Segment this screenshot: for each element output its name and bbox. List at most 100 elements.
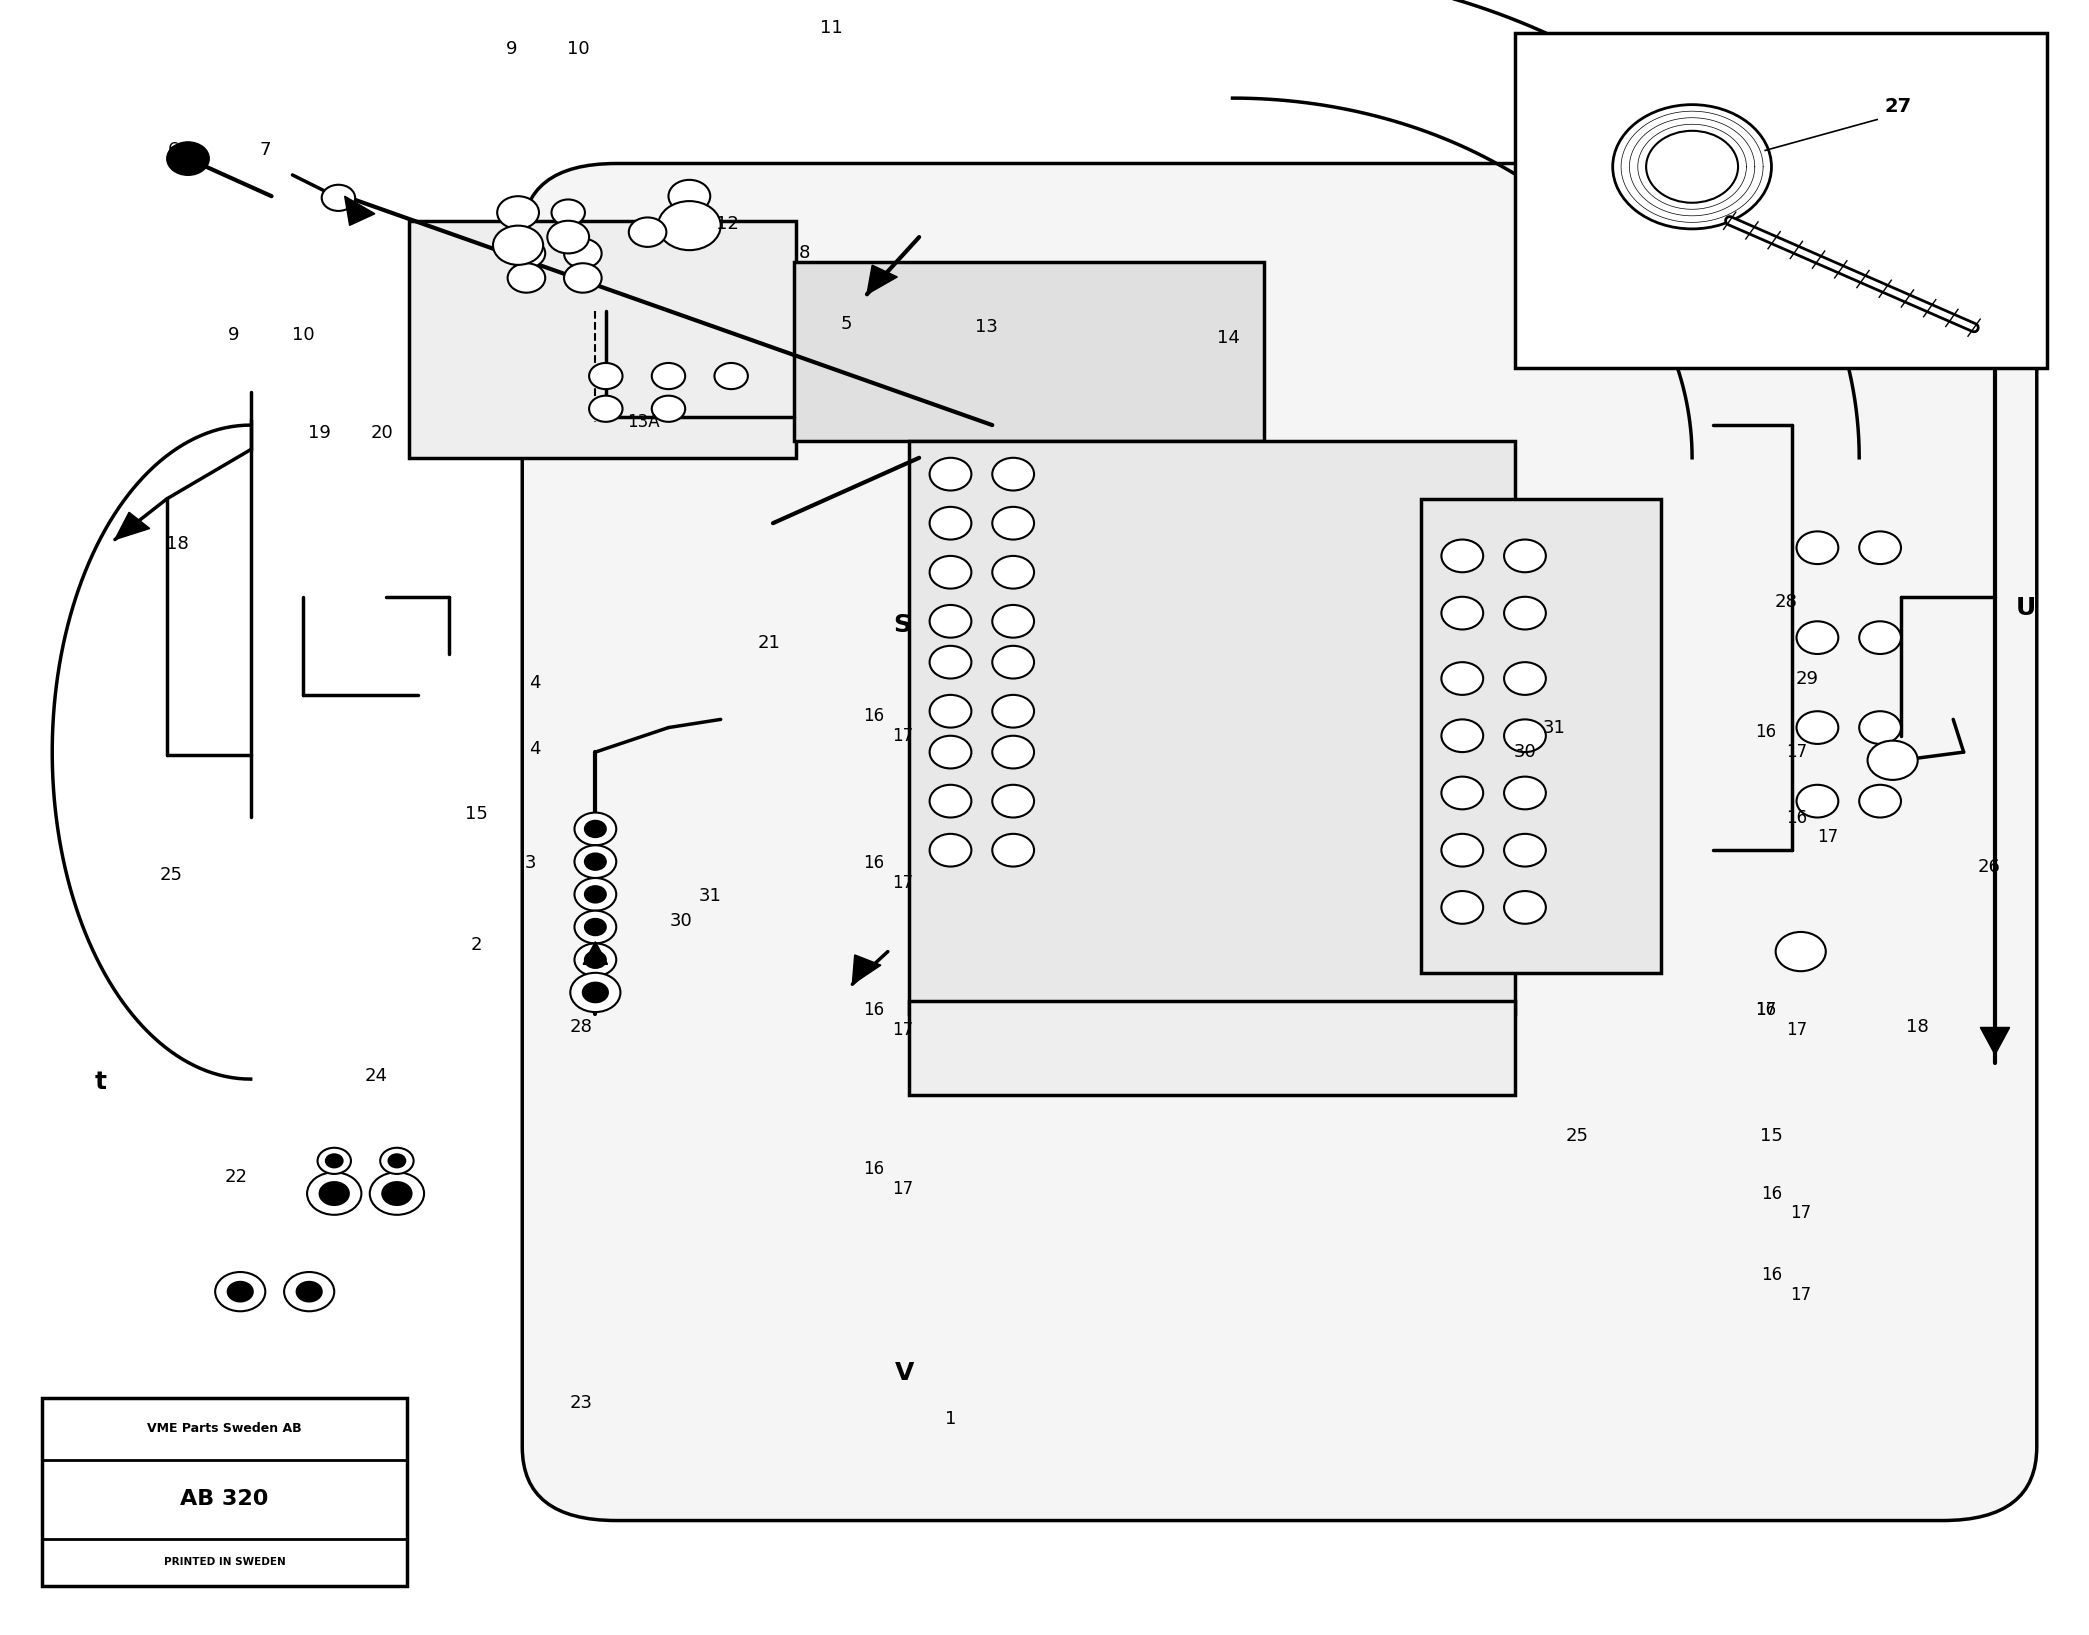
Bar bbox=[42, 1398, 407, 1586]
Text: 17: 17 bbox=[892, 873, 913, 893]
Text: 17: 17 bbox=[1755, 1001, 1776, 1020]
Text: 16: 16 bbox=[1761, 1265, 1782, 1285]
Text: 16: 16 bbox=[863, 853, 884, 873]
Circle shape bbox=[658, 201, 721, 250]
Polygon shape bbox=[1980, 1027, 2010, 1055]
Circle shape bbox=[652, 396, 685, 422]
Text: 17: 17 bbox=[892, 1179, 913, 1198]
Circle shape bbox=[380, 1148, 414, 1174]
Text: 14: 14 bbox=[1218, 329, 1239, 348]
Circle shape bbox=[508, 263, 545, 293]
Circle shape bbox=[574, 911, 616, 943]
Circle shape bbox=[992, 736, 1034, 768]
Circle shape bbox=[930, 695, 971, 728]
Circle shape bbox=[930, 605, 971, 638]
Circle shape bbox=[1441, 777, 1483, 809]
Text: 4: 4 bbox=[529, 674, 541, 693]
Circle shape bbox=[370, 1172, 424, 1215]
Text: 16: 16 bbox=[1786, 808, 1807, 827]
Circle shape bbox=[1504, 719, 1546, 752]
Circle shape bbox=[1868, 741, 1918, 780]
Circle shape bbox=[992, 695, 1034, 728]
Circle shape bbox=[547, 221, 589, 253]
Circle shape bbox=[930, 834, 971, 867]
Circle shape bbox=[574, 813, 616, 845]
Circle shape bbox=[1504, 662, 1546, 695]
Text: 13A: 13A bbox=[627, 412, 660, 432]
Text: 19: 19 bbox=[309, 423, 330, 443]
Text: 16: 16 bbox=[1755, 723, 1776, 742]
Text: 17: 17 bbox=[892, 726, 913, 746]
Text: 29: 29 bbox=[1794, 669, 1820, 688]
Text: AB 320: AB 320 bbox=[180, 1489, 269, 1509]
Text: 5: 5 bbox=[840, 314, 852, 334]
FancyBboxPatch shape bbox=[522, 164, 2037, 1521]
Circle shape bbox=[930, 736, 971, 768]
Circle shape bbox=[585, 919, 606, 935]
Circle shape bbox=[1797, 785, 1838, 818]
Circle shape bbox=[1441, 834, 1483, 867]
Circle shape bbox=[629, 217, 666, 247]
Text: 17: 17 bbox=[1790, 1285, 1811, 1305]
Text: 31: 31 bbox=[1544, 718, 1565, 737]
Text: 12: 12 bbox=[717, 214, 737, 234]
Bar bbox=[794, 262, 1264, 441]
Circle shape bbox=[1504, 777, 1546, 809]
Bar bbox=[1421, 499, 1661, 973]
Circle shape bbox=[564, 263, 602, 293]
Text: 18: 18 bbox=[1907, 1017, 1928, 1037]
Text: 28: 28 bbox=[570, 1017, 591, 1037]
Text: 7: 7 bbox=[259, 141, 272, 160]
Circle shape bbox=[930, 507, 971, 540]
Circle shape bbox=[1797, 621, 1838, 654]
Circle shape bbox=[493, 226, 543, 265]
Polygon shape bbox=[345, 196, 374, 226]
Circle shape bbox=[1646, 131, 1738, 203]
Bar bbox=[409, 221, 796, 458]
Circle shape bbox=[284, 1272, 334, 1311]
Circle shape bbox=[992, 785, 1034, 818]
Circle shape bbox=[930, 556, 971, 589]
Text: 30: 30 bbox=[671, 911, 691, 930]
Text: 18: 18 bbox=[167, 535, 188, 554]
Circle shape bbox=[307, 1172, 361, 1215]
Circle shape bbox=[585, 886, 606, 903]
Circle shape bbox=[992, 834, 1034, 867]
Circle shape bbox=[574, 943, 616, 976]
Circle shape bbox=[228, 1282, 253, 1301]
Circle shape bbox=[930, 646, 971, 679]
Text: PRINTED IN SWEDEN: PRINTED IN SWEDEN bbox=[163, 1558, 286, 1568]
Text: 16: 16 bbox=[863, 706, 884, 726]
Text: 17: 17 bbox=[1786, 742, 1807, 762]
Text: 31: 31 bbox=[700, 886, 721, 906]
Text: 10: 10 bbox=[292, 325, 313, 345]
Polygon shape bbox=[583, 942, 608, 965]
Text: 6: 6 bbox=[167, 141, 180, 160]
Circle shape bbox=[930, 458, 971, 490]
Circle shape bbox=[992, 646, 1034, 679]
Text: 25: 25 bbox=[159, 865, 184, 885]
Bar bbox=[1515, 33, 2047, 368]
Circle shape bbox=[992, 605, 1034, 638]
Circle shape bbox=[1859, 531, 1901, 564]
Text: 9: 9 bbox=[228, 325, 240, 345]
Text: 24: 24 bbox=[363, 1066, 389, 1086]
Circle shape bbox=[322, 185, 355, 211]
Text: 16: 16 bbox=[863, 1159, 884, 1179]
Circle shape bbox=[497, 196, 539, 229]
Bar bbox=[909, 1001, 1515, 1095]
Circle shape bbox=[508, 239, 545, 268]
Circle shape bbox=[1441, 597, 1483, 629]
Text: 9: 9 bbox=[506, 39, 518, 59]
Text: 17: 17 bbox=[1786, 1020, 1807, 1040]
Text: V: V bbox=[894, 1362, 915, 1385]
Circle shape bbox=[1776, 932, 1826, 971]
Circle shape bbox=[1504, 540, 1546, 572]
Circle shape bbox=[1441, 891, 1483, 924]
Text: 26: 26 bbox=[1978, 857, 1999, 876]
Circle shape bbox=[992, 507, 1034, 540]
Text: 2: 2 bbox=[470, 935, 483, 955]
Text: 27: 27 bbox=[1884, 96, 1911, 116]
Circle shape bbox=[992, 556, 1034, 589]
Circle shape bbox=[589, 396, 623, 422]
